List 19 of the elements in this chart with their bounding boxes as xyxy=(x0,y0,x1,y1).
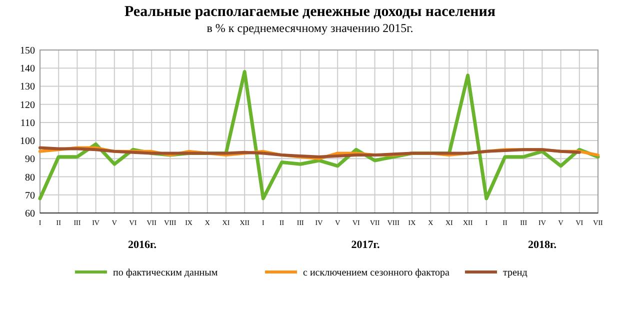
y-tick-label: 110 xyxy=(20,118,35,129)
legend-label: по фактическим данным xyxy=(113,268,218,278)
y-tick-label: 70 xyxy=(25,190,35,202)
chart-subtitle: в % к среднемесячному значению 2015г. xyxy=(206,21,414,35)
y-tick-label: 140 xyxy=(20,64,35,75)
text: 2018г. xyxy=(528,239,557,251)
y-tick-label: 130 xyxy=(20,82,35,93)
y-tick-label: 100 xyxy=(20,136,35,148)
line-series xyxy=(38,146,581,158)
y-tick-label: 150 xyxy=(20,46,35,56)
legend-label: с исключением сезонного фактора xyxy=(303,268,450,278)
y-tick-label: 60 xyxy=(25,208,35,220)
legend-label: тренд xyxy=(503,268,528,278)
y-tick-label: 120 xyxy=(20,100,35,111)
text: 2017г. xyxy=(351,239,380,251)
y-tick-label: 80 xyxy=(25,172,35,184)
chart-title: Реальные располагаемые денежные доходы населения xyxy=(124,4,496,20)
text: 2016г. xyxy=(128,239,157,251)
y-tick-label: 90 xyxy=(25,154,35,166)
